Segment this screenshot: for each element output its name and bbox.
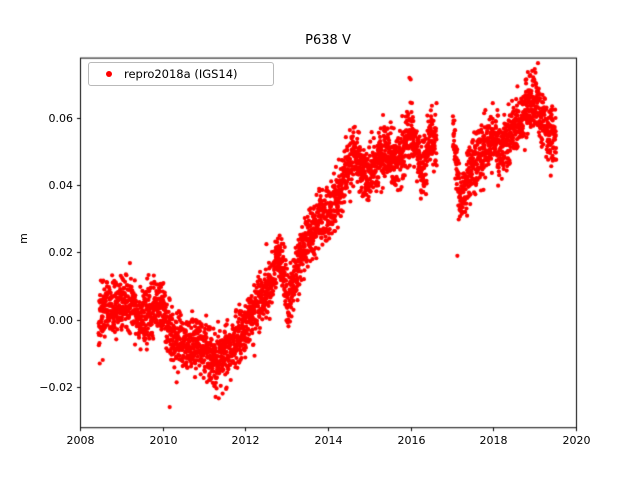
legend: repro2018a (IGS14) [88, 62, 274, 86]
y-tick-label: −0.02 [39, 380, 73, 394]
x-tick-label: 2014 [314, 434, 343, 447]
x-tick-label: 2008 [66, 434, 95, 447]
y-tick-label: 0.00 [48, 313, 74, 327]
y-tick-label: 0.04 [48, 178, 74, 192]
x-tick-label: 2012 [231, 434, 260, 447]
legend-entry: repro2018a (IGS14) [98, 67, 264, 81]
legend-marker-dot-icon [106, 71, 112, 77]
legend-entry-label: repro2018a (IGS14) [124, 67, 238, 81]
x-tick-label: 2010 [149, 434, 178, 447]
x-tick-label: 2016 [397, 434, 426, 447]
y-axis-label: m [16, 233, 30, 244]
y-tick-label: 0.02 [48, 245, 74, 259]
x-tick-label: 2018 [479, 434, 508, 447]
chart-title: P638 V [305, 33, 351, 48]
y-tick-label: 0.06 [48, 111, 74, 125]
x-tick-label: 2020 [562, 434, 591, 447]
